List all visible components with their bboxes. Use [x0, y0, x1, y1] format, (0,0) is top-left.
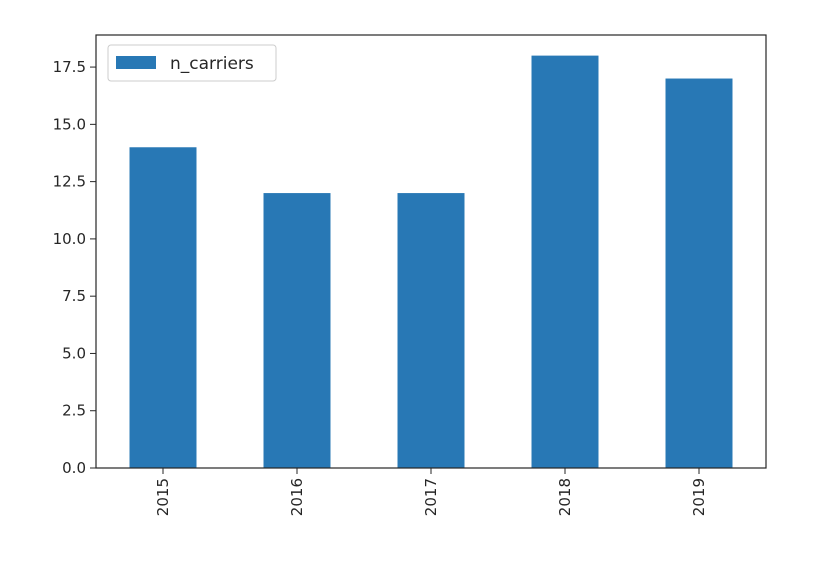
bars-layer [129, 55, 733, 469]
bar-2019 [665, 78, 733, 468]
bar-2017 [397, 193, 465, 469]
legend-swatch-n-carriers [116, 56, 156, 69]
y-tick-label: 0.0 [62, 459, 86, 477]
y-axis: 0.0 2.5 5.0 7.5 10.0 12.5 15.0 17.5 [53, 58, 96, 477]
x-tick-label-2015: 2015 [154, 478, 172, 516]
y-tick-label: 2.5 [62, 402, 86, 420]
legend-box [107, 44, 277, 82]
bar-2018 [531, 55, 599, 468]
y-tick-label: 5.0 [62, 344, 86, 362]
legend-label-n-carriers: n_carriers [170, 54, 254, 74]
x-tick-label-2017: 2017 [422, 478, 440, 516]
axes-frame [95, 34, 767, 469]
legend: n_carriers [107, 44, 277, 82]
y-tick-label: 7.5 [62, 287, 86, 305]
y-tick-label: 17.5 [53, 58, 86, 76]
y-tick-label: 10.0 [53, 230, 86, 248]
y-tick-label: 15.0 [53, 115, 86, 133]
x-axis: 2015 2016 2017 2018 2019 [154, 468, 708, 516]
x-tick-label-2016: 2016 [288, 478, 306, 516]
bar-2015 [129, 147, 197, 468]
x-tick-label-2018: 2018 [556, 478, 574, 516]
y-tick-label: 12.5 [53, 173, 86, 191]
bar-2016 [263, 193, 331, 469]
x-tick-label-2019: 2019 [690, 478, 708, 516]
